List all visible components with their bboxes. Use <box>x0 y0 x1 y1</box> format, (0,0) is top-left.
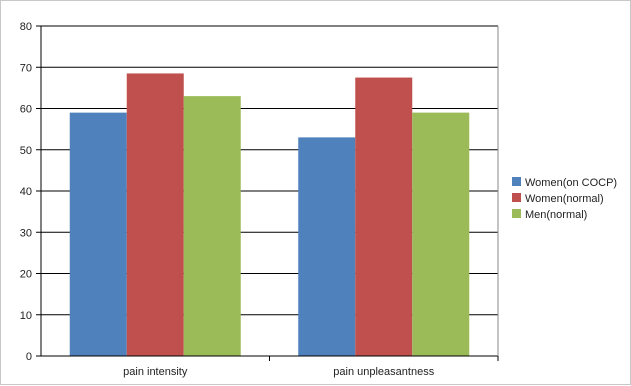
x-tick-label: pain intensity <box>123 366 188 378</box>
bars <box>69 73 470 356</box>
bar <box>355 77 413 356</box>
bar <box>183 96 241 356</box>
y-tick-label: 60 <box>20 104 32 116</box>
bar <box>126 73 184 356</box>
legend: Women(on COCP) Women(normal) Men(normal) <box>512 177 617 221</box>
bar <box>298 137 356 356</box>
x-tick-label: pain unpleasantness <box>333 366 434 378</box>
y-tick-label: 10 <box>20 310 32 322</box>
y-tick-label: 70 <box>20 62 32 74</box>
y-tick-label: 30 <box>20 227 32 239</box>
y-tick-label: 80 <box>20 21 32 33</box>
bar <box>412 112 470 356</box>
y-tick-label: 0 <box>26 351 32 363</box>
axes: 0 10 20 30 40 50 60 70 80 pain intensity pain unpl… <box>20 21 499 378</box>
legend-swatch <box>512 193 521 202</box>
y-tick-label: 20 <box>20 269 32 281</box>
legend-label: Women(on COCP) <box>525 177 617 189</box>
legend-swatch <box>512 177 521 186</box>
legend-label: Women(normal) <box>525 193 604 205</box>
bar <box>69 112 127 356</box>
y-tick-label: 40 <box>20 186 32 198</box>
y-tick-label: 50 <box>20 145 32 157</box>
legend-label: Men(normal) <box>525 209 587 221</box>
legend-swatch <box>512 209 521 218</box>
